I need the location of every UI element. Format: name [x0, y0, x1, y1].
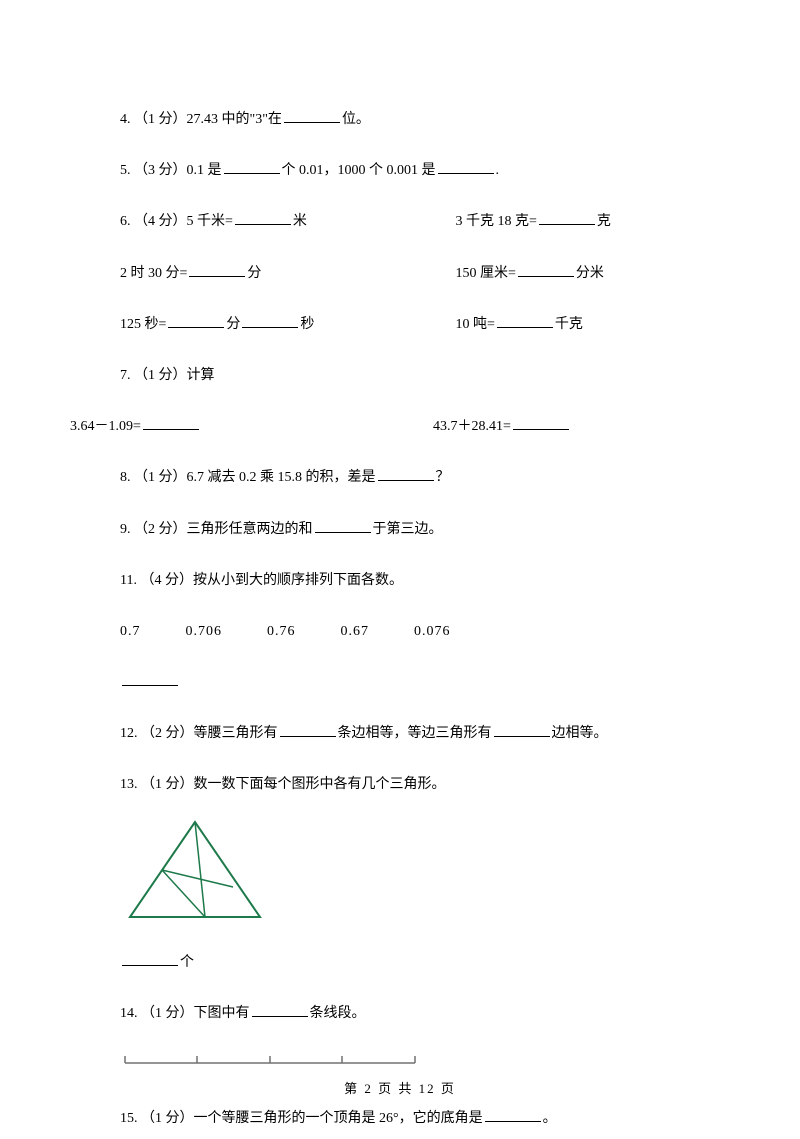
question-9: 9. （2 分）三角形任意两边的和于第三边。 — [70, 510, 730, 549]
q6-l2-left: 2 时 30 分=分 — [120, 254, 456, 293]
q6-l3-right: 10 吨=千克 — [456, 305, 731, 344]
question-11-numbers: 0.70.7060.760.670.076 — [70, 612, 730, 651]
page-number: 第 2 页 共 12 页 — [344, 1081, 456, 1096]
triangle-figure — [120, 817, 730, 938]
question-4: 4. （1 分）27.43 中的"3"在 位。 — [70, 100, 730, 139]
q5-blank1 — [224, 158, 280, 174]
triangle-icon — [120, 817, 270, 922]
question-14: 14. （1 分）下图中有条线段。 — [70, 994, 730, 1033]
question-13-answer: 个 — [70, 943, 730, 982]
q6-l2-right: 150 厘米=分米 — [456, 254, 731, 293]
question-7-calc: 3.64－1.09= 43.7＋28.41= — [70, 407, 730, 446]
question-11-answer — [70, 663, 730, 702]
q4-prefix: 4. （1 分）27.43 中的"3"在 — [120, 112, 282, 127]
question-6-line1: 6. （4 分）5 千米=米 3 千克 18 克=克 — [70, 202, 730, 241]
question-8: 8. （1 分）6.7 减去 0.2 乘 15.8 的积，差是？ — [70, 458, 730, 497]
line-segment-icon — [120, 1048, 420, 1068]
question-6-line2: 2 时 30 分=分 150 厘米=分米 — [70, 254, 730, 293]
q4-blank — [284, 107, 340, 123]
q6-l1-left: 6. （4 分）5 千米=米 — [120, 202, 456, 241]
question-5: 5. （3 分）0.1 是 个 0.01，1000 个 0.001 是. — [70, 151, 730, 190]
question-11-title: 11. （4 分）按从小到大的顺序排列下面各数。 — [70, 561, 730, 600]
q6-l3-left: 125 秒=分秒 — [120, 305, 456, 344]
q4-suffix: 位。 — [342, 112, 370, 127]
question-12: 12. （2 分）等腰三角形有条边相等，等边三角形有边相等。 — [70, 714, 730, 753]
q5-suffix: . — [496, 163, 500, 178]
q5-mid: 个 0.01，1000 个 0.001 是 — [282, 163, 436, 178]
q7-left: 3.64－1.09= — [70, 407, 433, 446]
question-7-title: 7. （1 分）计算 — [70, 356, 730, 395]
q7-right: 43.7＋28.41= — [433, 407, 730, 446]
q5-prefix: 5. （3 分）0.1 是 — [120, 163, 222, 178]
page-footer: 第 2 页 共 12 页 — [0, 1078, 800, 1097]
question-6-line3: 125 秒=分秒 10 吨=千克 — [70, 305, 730, 344]
document-content: 4. （1 分）27.43 中的"3"在位。 5. （3 分）0.1 是个 0.… — [0, 0, 800, 1139]
question-15: 15. （1 分）一个等腰三角形的一个顶角是 26°，它的底角是。 — [70, 1099, 730, 1138]
q5-blank2 — [438, 158, 494, 174]
question-13-title: 13. （1 分）数一数下面每个图形中各有几个三角形。 — [70, 765, 730, 804]
q6-l1-right: 3 千克 18 克=克 — [456, 202, 731, 241]
